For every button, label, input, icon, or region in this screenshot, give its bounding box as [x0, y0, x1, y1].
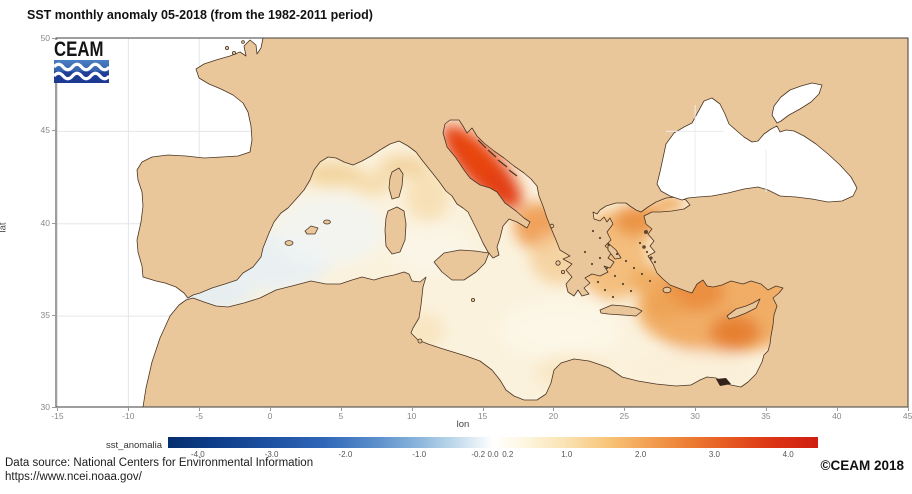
croatian-islands — [477, 139, 518, 177]
x-tick-label: 0 — [267, 411, 273, 421]
y-tick-label: 35 — [40, 310, 50, 321]
x-tick-label: 25 — [619, 411, 629, 421]
x-tick-label: 10 — [406, 411, 417, 421]
y-tick-label: 45 — [40, 125, 50, 136]
ceam-logo-text: CEAM — [54, 38, 104, 61]
x-tick-label: -5 — [195, 411, 203, 421]
y-tick-mark — [52, 315, 56, 317]
colorbar-tick-label: 1.0 — [561, 450, 573, 459]
y-tick-mark — [52, 222, 56, 224]
colorbar-tick-label: 3.0 — [708, 450, 720, 459]
colorbar-tick-label: 0.0 — [487, 450, 499, 459]
y-axis-label: lat — [0, 222, 9, 233]
ceam-logo-waves-icon — [54, 60, 109, 83]
x-tick-label: 20 — [548, 411, 559, 421]
x-tick-label: -10 — [122, 411, 135, 421]
data-source-url: https://www.ncei.noaa.gov/ — [5, 471, 142, 483]
x-tick-label: 15 — [477, 411, 488, 421]
x-tick-mark — [695, 407, 697, 411]
x-tick-mark — [624, 407, 626, 411]
colorbar-gradient: -4.0 -3.0 -2.0 -1.0 -0.2 0.0 0.2 1.0 2.0 3.0 4.0 — [168, 437, 818, 459]
islands — [224, 40, 761, 344]
x-tick-mark — [411, 407, 413, 411]
y-tick-mark — [52, 130, 56, 132]
plot-border — [55, 37, 909, 408]
ceam-logo: CEAM — [54, 38, 109, 83]
colorbar-tick-label: -1.0 — [412, 450, 427, 459]
x-tick-mark — [765, 407, 767, 411]
x-tick-mark — [199, 407, 201, 411]
colorbar-tick-label: -4.0 — [190, 450, 205, 459]
y-tick-label: 40 — [40, 217, 50, 228]
y-tick-label: 50 — [40, 33, 50, 43]
y-tick-mark — [52, 38, 56, 39]
x-tick-mark — [553, 407, 555, 411]
x-tick-mark — [57, 407, 59, 411]
x-tick-mark — [836, 407, 838, 411]
copyright-credit: ©CEAM 2018 — [820, 458, 904, 473]
x-tick-mark — [482, 407, 484, 411]
island-specks — [583, 229, 657, 299]
colorbar-tick-label: 2.0 — [635, 450, 647, 459]
x-tick-mark — [270, 407, 271, 411]
black-sea — [656, 82, 858, 203]
colorbar-tick-label: 0.2 — [502, 450, 514, 459]
x-tick-label: 45 — [902, 411, 912, 421]
nile-delta — [716, 378, 731, 386]
colorbar-label: sst_anomalia — [106, 440, 162, 451]
x-tick-mark — [907, 407, 909, 411]
colorbar-tick-label: 4.0 — [782, 450, 794, 459]
colorbar-tick-label: -2.0 — [338, 450, 353, 459]
x-tick-label: -15 — [51, 411, 64, 421]
x-tick-label: 5 — [338, 411, 344, 421]
x-tick-label: 40 — [832, 411, 842, 421]
black-sea-gridlines — [666, 105, 767, 195]
colorbar-tick-label: -0.2 — [471, 450, 486, 459]
x-axis-label: lon — [456, 419, 470, 430]
x-tick-mark — [340, 407, 342, 411]
page-title: SST monthly anomaly 05-2018 (from the 19… — [27, 8, 373, 22]
x-tick-label: 35 — [761, 411, 771, 421]
data-source-text: Data source: National Centers for Enviro… — [5, 457, 314, 469]
x-tick-label: 30 — [690, 411, 700, 421]
colorbar-tick-label: -3.0 — [264, 450, 279, 459]
y-tick-mark — [52, 407, 56, 409]
x-tick-mark — [128, 407, 130, 411]
y-tick-label: 30 — [40, 402, 50, 413]
